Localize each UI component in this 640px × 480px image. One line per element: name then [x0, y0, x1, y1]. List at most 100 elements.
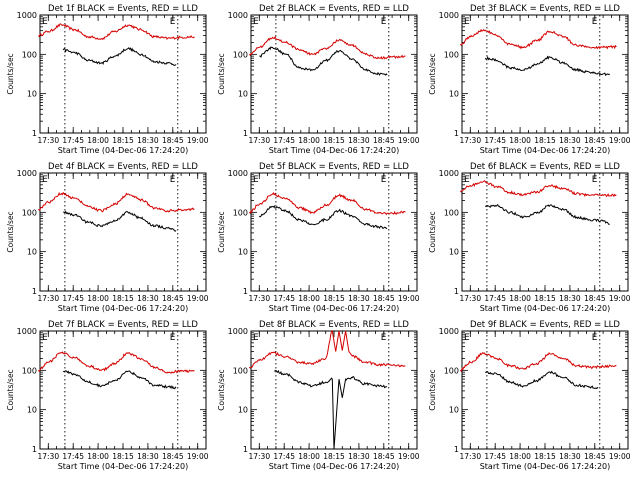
y-tick-label: 10: [238, 248, 248, 257]
x-tick-label: 18:30: [348, 452, 370, 461]
event-marker-label: E: [381, 17, 387, 27]
x-tick-label: 18:00: [509, 136, 531, 145]
chart-title: Det 8f BLACK = Events, RED = LLD: [259, 320, 409, 330]
y-tick-label: 1: [32, 129, 37, 138]
chart-panel-1: Det 1f BLACK = Events, RED = LLD 1 10 100 10…: [6, 4, 209, 155]
series-line-black: [63, 210, 177, 232]
x-tick-label: 17:30: [459, 452, 481, 461]
y-tick-label: 1000: [17, 11, 37, 20]
x-tick-label: 18:30: [348, 136, 370, 145]
x-tick-label: 19:00: [398, 136, 420, 145]
x-tick-label: 18:30: [137, 136, 159, 145]
x-tick-label: 18:15: [323, 294, 345, 303]
x-tick-label: 18:45: [373, 452, 395, 461]
x-tick-label: 18:45: [373, 136, 395, 145]
chart-title: Det 1f BLACK = Events, RED = LLD: [48, 4, 198, 14]
series-line-black: [259, 46, 388, 76]
event-marker-label: E: [170, 333, 176, 343]
x-tick-label: 18:30: [137, 294, 159, 303]
series-line-black: [274, 369, 388, 450]
x-axis-label: Start Time (04-Dec-06 17:24:20): [58, 462, 189, 471]
x-tick-label: 17:45: [62, 452, 84, 461]
x-tick-label: 18:45: [584, 294, 606, 303]
y-tick-label: 1000: [439, 327, 459, 336]
x-axis-label: Start Time (04-Dec-06 17:24:20): [480, 462, 611, 471]
y-tick-label: 10: [449, 248, 459, 257]
series-line-red: [248, 192, 406, 216]
x-tick-label: 19:00: [187, 452, 209, 461]
x-tick-label: 18:15: [534, 452, 556, 461]
x-tick-label: 18:00: [87, 136, 109, 145]
x-tick-label: 18:15: [112, 294, 134, 303]
chart-title: Det 5f BLACK = Events, RED = LLD: [259, 162, 409, 172]
event-marker-label: E: [253, 175, 259, 185]
x-tick-label: 18:00: [509, 452, 531, 461]
x-tick-label: 19:00: [398, 294, 420, 303]
x-axis-label: Start Time (04-Dec-06 17:24:20): [269, 146, 400, 155]
x-axis-label: Start Time (04-Dec-06 17:24:20): [58, 304, 189, 313]
series-line-red: [248, 329, 406, 369]
series-line-black: [62, 46, 177, 67]
event-marker-label: E: [464, 333, 470, 343]
event-marker-label: E: [464, 17, 470, 27]
y-tick-label: 1000: [17, 327, 37, 336]
chart-panel-8: Det 8f BLACK = Events, RED = LLD 1 10 100 10…: [217, 320, 420, 471]
x-tick-label: 18:45: [162, 294, 184, 303]
x-tick-label: 18:15: [323, 136, 345, 145]
x-tick-label: 17:45: [273, 294, 295, 303]
y-tick-label: 10: [449, 90, 459, 99]
x-tick-label: 18:00: [298, 136, 320, 145]
x-tick-label: 19:00: [609, 294, 631, 303]
x-tick-label: 17:30: [248, 294, 270, 303]
x-tick-label: 18:30: [559, 294, 581, 303]
y-axis-label: Counts/sec: [217, 369, 226, 410]
x-tick-label: 18:00: [298, 294, 320, 303]
series-line-red: [37, 191, 195, 213]
y-tick-label: 100: [22, 208, 37, 217]
y-tick-label: 10: [27, 248, 37, 257]
x-tick-label: 18:00: [509, 294, 531, 303]
x-tick-label: 18:45: [584, 452, 606, 461]
chart-panel-7: Det 7f BLACK = Events, RED = LLD 1 10 100 10…: [6, 320, 209, 471]
y-tick-label: 1: [243, 129, 248, 138]
series-line-red: [459, 180, 617, 198]
series-line-black: [484, 55, 611, 77]
y-tick-label: 10: [27, 90, 37, 99]
chart-panel-2: Det 2f BLACK = Events, RED = LLD 1 10 100 10…: [217, 4, 420, 155]
y-tick-label: 1000: [228, 327, 248, 336]
y-axis-label: Counts/sec: [6, 211, 15, 252]
series-line-black: [484, 203, 610, 225]
y-axis-label: Counts/sec: [6, 369, 15, 410]
chart-panel-4: Det 4f BLACK = Events, RED = LLD 1 10 100 10…: [6, 162, 209, 313]
series-line-black: [484, 370, 599, 390]
chart-panel-3: Det 3f BLACK = Events, RED = LLD 1 10 100 10…: [428, 4, 631, 155]
x-tick-label: 17:45: [484, 294, 506, 303]
event-marker-label: E: [464, 175, 470, 185]
x-tick-label: 18:45: [584, 136, 606, 145]
y-axis-label: Counts/sec: [428, 53, 437, 94]
event-marker-label: E: [592, 17, 598, 27]
y-tick-label: 100: [22, 366, 37, 375]
x-axis-label: Start Time (04-Dec-06 17:24:20): [480, 304, 611, 313]
chart-title: Det 4f BLACK = Events, RED = LLD: [48, 162, 198, 172]
chart-title: Det 3f BLACK = Events, RED = LLD: [470, 4, 620, 14]
x-axis-label: Start Time (04-Dec-06 17:24:20): [58, 146, 189, 155]
x-tick-label: 19:00: [187, 294, 209, 303]
event-marker-label: E: [170, 175, 176, 185]
chart-title: Det 9f BLACK = Events, RED = LLD: [470, 320, 620, 330]
chart-title: Det 7f BLACK = Events, RED = LLD: [48, 320, 198, 330]
event-marker-label: E: [381, 175, 387, 185]
y-tick-label: 10: [238, 90, 248, 99]
x-axis-label: Start Time (04-Dec-06 17:24:20): [480, 146, 611, 155]
y-tick-label: 100: [22, 50, 37, 59]
x-tick-label: 17:30: [37, 294, 59, 303]
y-tick-label: 1000: [228, 169, 248, 178]
x-tick-label: 17:30: [37, 136, 59, 145]
event-marker-label: E: [592, 333, 598, 343]
x-tick-label: 17:45: [273, 452, 295, 461]
x-tick-label: 17:30: [459, 294, 481, 303]
x-tick-label: 17:45: [62, 294, 84, 303]
y-tick-label: 1000: [439, 169, 459, 178]
series-line-black: [62, 370, 177, 390]
x-tick-label: 18:15: [323, 452, 345, 461]
